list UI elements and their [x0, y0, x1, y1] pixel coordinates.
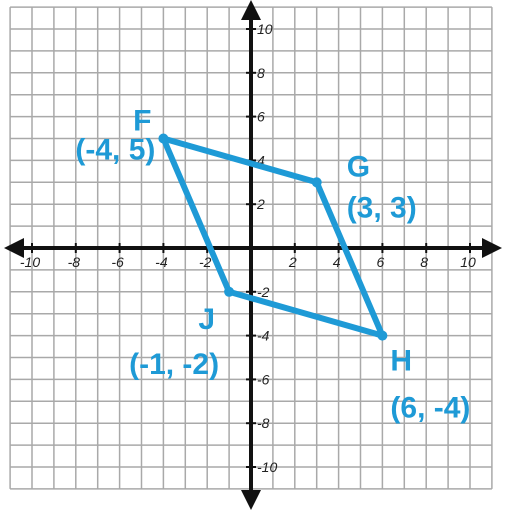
vertex-point-f	[158, 133, 169, 144]
y-tick-label: -2	[257, 284, 270, 300]
vertex-letter-j: J	[198, 303, 215, 336]
y-tick-label: -6	[257, 371, 270, 387]
x-tick-label: 4	[333, 254, 341, 270]
vertex-point-j	[224, 286, 235, 297]
x-tick-label: -6	[111, 254, 124, 270]
vertex-coordinate-j: (-1, -2)	[129, 348, 219, 381]
y-tick-label: 2	[256, 196, 265, 212]
y-tick-label: -4	[257, 328, 270, 344]
vertex-coordinate-h: (6, -4)	[390, 392, 470, 425]
x-tick-label: -2	[199, 254, 212, 270]
y-tick-label: -10	[257, 459, 277, 475]
vertex-point-h	[377, 330, 388, 341]
x-tick-label: 6	[377, 254, 385, 270]
x-tick-label: 10	[460, 254, 476, 270]
vertex-letter-g: G	[347, 150, 370, 183]
vertex-letter-h: H	[390, 345, 412, 378]
quadrilateral-fghj	[158, 133, 388, 341]
y-tick-label: 10	[257, 21, 273, 37]
y-tick-label: 6	[257, 109, 265, 125]
tick-labels: -10 -8 -6 -4 -2 2 4 6 8 10 10 8 6 4 2 -2 -4 -6 -8 -10	[20, 21, 476, 475]
y-tick-label: 8	[257, 65, 265, 81]
vertex-coordinate-f: (-4, 5)	[75, 134, 155, 167]
x-tick-label: -4	[155, 254, 168, 270]
vertex-labels: F(-4, 5) G (3, 3) H (6, -4) J (-1, -2)	[75, 105, 470, 425]
x-tick-label: 8	[420, 254, 428, 270]
y-tick-label: -8	[257, 415, 270, 431]
x-tick-label: 2	[288, 254, 297, 270]
vertex-point-g	[311, 177, 322, 188]
vertex-letter-f: F	[133, 105, 151, 138]
vertex-coordinate-g: (3, 3)	[347, 191, 417, 224]
y-tick-label: 4	[257, 152, 265, 168]
x-tick-label: -8	[68, 254, 81, 270]
x-tick-label: -10	[20, 254, 40, 270]
